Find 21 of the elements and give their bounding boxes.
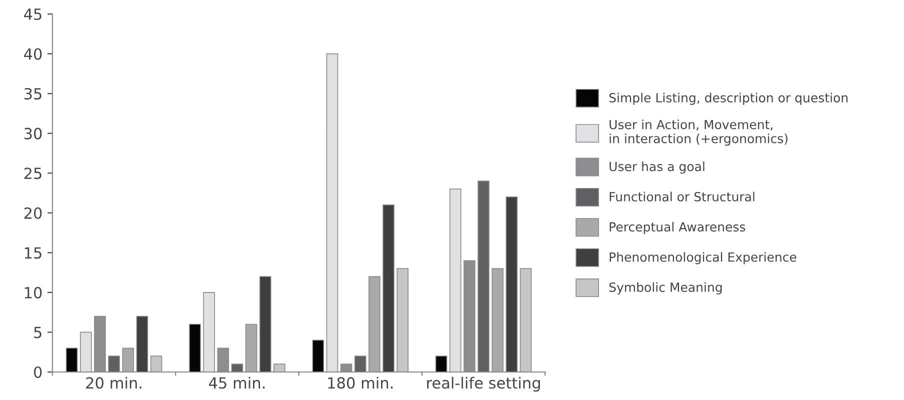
y-tick-label: 15 — [24, 247, 42, 259]
legend-label: User in Action, Movement, in interaction (+ergonomics) — [610, 120, 788, 146]
y-tick-label: 30 — [24, 128, 42, 140]
x-tick-label: real-life setting — [427, 376, 540, 392]
y-tick-label: 45 — [24, 8, 42, 20]
legend-label: Functional or Structural — [610, 192, 754, 202]
x-tick-label: 45 min. — [208, 376, 265, 389]
y-tick-label: 25 — [24, 168, 42, 180]
x-tick-label: 180 min. — [328, 376, 393, 389]
legend-label: Phenomenological Experience — [610, 252, 796, 264]
y-tick-label: 0 — [34, 366, 42, 378]
legend-label: User has a goal — [610, 162, 704, 174]
y-tick-label: 40 — [24, 48, 42, 60]
legend-label: Simple Listing, description or question — [609, 92, 848, 105]
x-tick-label: 20 min. — [86, 376, 142, 389]
y-tick-label: 10 — [24, 286, 42, 298]
legend-label: Symbolic Meaning — [609, 282, 722, 294]
y-tick-label: 35 — [24, 88, 42, 100]
y-tick-label: 20 — [24, 207, 42, 219]
y-tick-label: 5 — [34, 326, 42, 338]
legend-label: Perceptual Awareness — [610, 222, 746, 234]
